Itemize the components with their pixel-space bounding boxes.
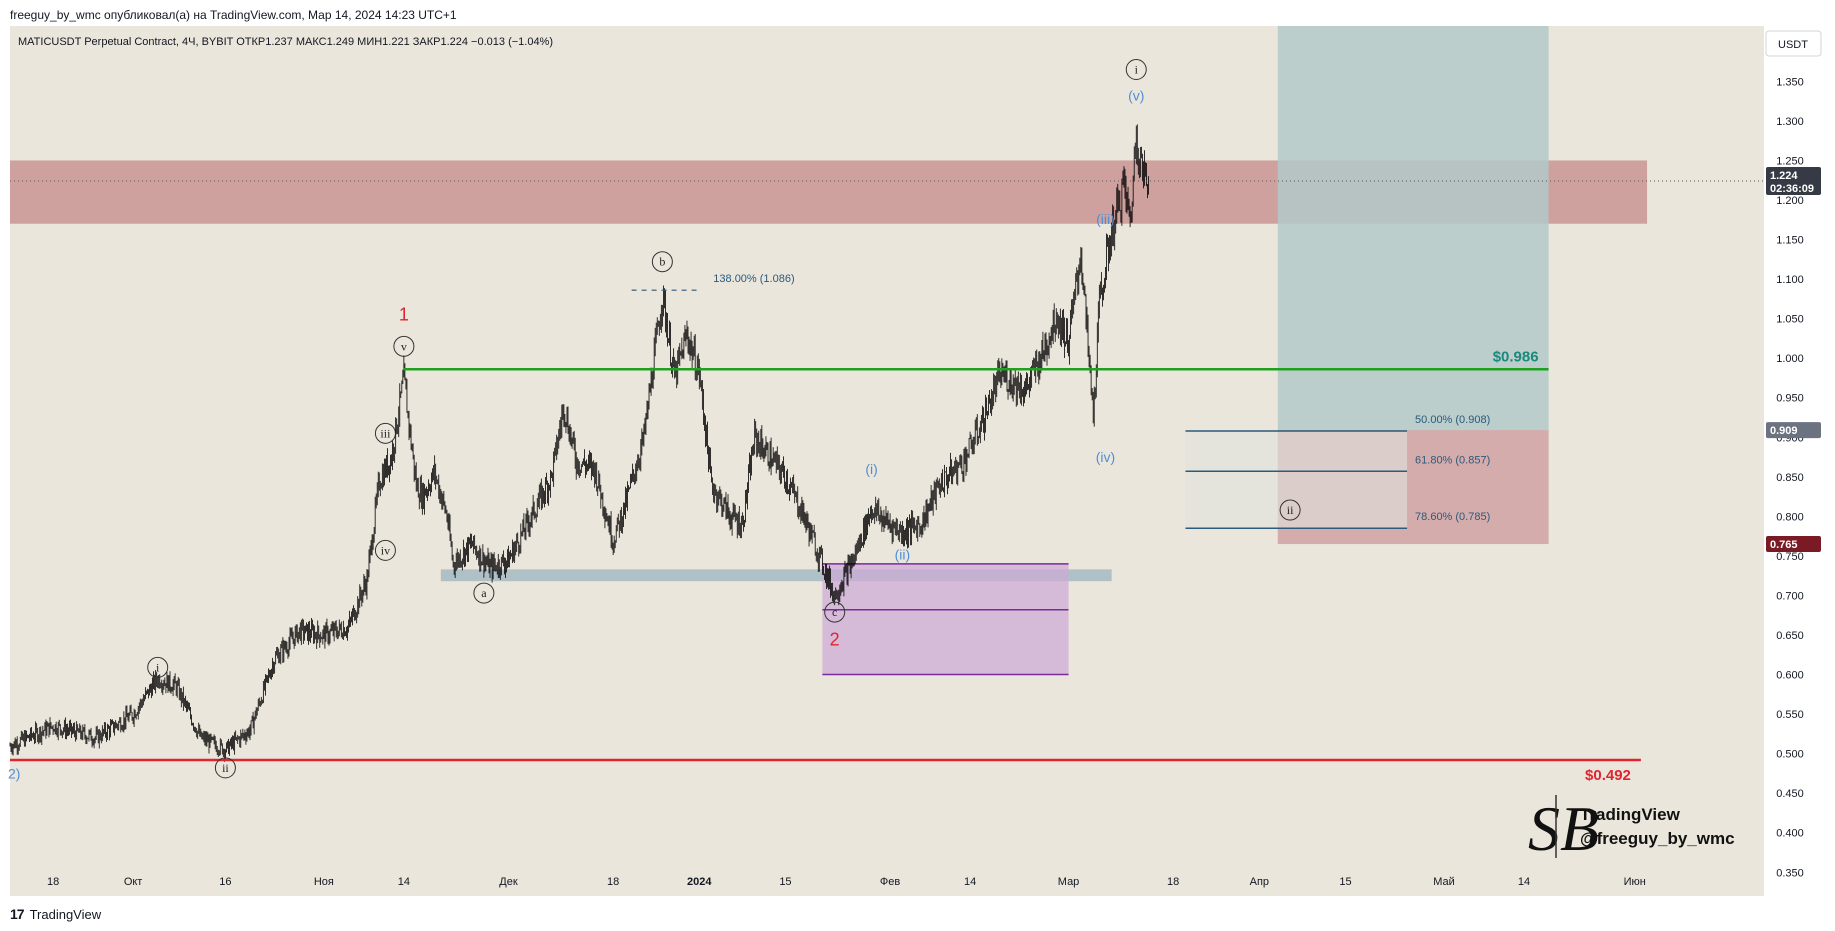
y-tick-label: 0.950 [1776, 393, 1804, 405]
fib-label: 78.60% (0.785) [1415, 511, 1490, 523]
y-tick-label: 0.850 [1776, 472, 1804, 484]
y-tick-label: 0.400 [1776, 828, 1804, 840]
price-badge-0909-text: 0.909 [1770, 425, 1798, 437]
price-badge-0765-text: 0.765 [1770, 539, 1798, 551]
y-tick-label: 1.150 [1776, 235, 1804, 247]
wave-label-circle [473, 582, 495, 604]
x-tick-label: 16 [219, 876, 231, 888]
support-zone [440, 569, 1112, 582]
x-tick-label: 14 [1518, 876, 1530, 888]
y-tick-label: 1.250 [1776, 155, 1804, 167]
x-tick-label: Фев [880, 876, 900, 888]
x-tick-label: 18 [47, 876, 59, 888]
x-tick-label: 2024 [687, 876, 712, 888]
last-price-badge-text: 1.224 [1770, 170, 1798, 182]
wave-label: (iv) [1096, 449, 1115, 465]
y-tick-label: 1.300 [1776, 116, 1804, 128]
x-tick-label: 14 [964, 876, 976, 888]
y-tick-label: 1.050 [1776, 314, 1804, 326]
y-tick-label: 1.100 [1776, 274, 1804, 286]
wave-label-circle [374, 539, 396, 561]
wave-label: 2 [830, 630, 840, 650]
y-tick-label: 0.550 [1776, 709, 1804, 721]
x-tick-label: Мар [1058, 876, 1080, 888]
x-tick-label: Окт [124, 876, 143, 888]
x-tick-label: Май [1433, 876, 1455, 888]
y-tick-label: 0.750 [1776, 551, 1804, 563]
y-tick-label: 0.800 [1776, 511, 1804, 523]
x-tick-label: Апр [1250, 876, 1269, 888]
last-price-badge-text: 02:36:09 [1770, 183, 1814, 195]
publisher-line: freeguy_by_wmc опубликовал(а) на Trading… [10, 8, 457, 22]
footer: 17 TradingView [10, 906, 101, 922]
price-badge-0909 [1766, 422, 1821, 439]
price-badge-0765 [1766, 536, 1821, 553]
fib-extension-label: 138.00% (1.086) [713, 273, 794, 285]
x-tick-label: Июн [1624, 876, 1646, 888]
x-tick-label: 15 [779, 876, 791, 888]
watermark-brand: TradingView [1580, 805, 1681, 824]
wave-label: 1 [399, 304, 409, 324]
wave-label-circle [1125, 59, 1147, 80]
wave-label: iv [381, 543, 390, 557]
currency-button[interactable]: USDT [1765, 30, 1822, 57]
wave-label: i [156, 660, 160, 674]
green-level-label: $0.986 [1493, 348, 1539, 365]
x-tick-label: Дек [499, 876, 518, 888]
y-tick-label: 1.350 [1776, 76, 1804, 88]
wave-label: (v) [1128, 88, 1144, 104]
wave-label: c [832, 605, 837, 619]
wave-label: v [401, 339, 407, 353]
y-tick-label: 0.700 [1776, 590, 1804, 602]
tradingview-logo-icon: 17 [10, 906, 25, 922]
wave-label-circle [824, 601, 846, 623]
wave-label: (ii) [895, 546, 911, 562]
fib-label: 61.80% (0.857) [1415, 454, 1490, 466]
wave-label-circle [651, 251, 673, 273]
watermark-monogram: SB [1528, 793, 1599, 864]
wave-label-circle [1279, 499, 1301, 521]
wave-label: b [659, 255, 665, 269]
y-tick-label: 0.650 [1776, 630, 1804, 642]
ohlc-info: MATICUSDT Perpetual Contract, 4Ч, BYBIT … [18, 36, 553, 48]
wave-label: ii [222, 761, 229, 775]
wave-label-circle [374, 422, 396, 444]
wave-label: a [481, 586, 487, 600]
red-level-label: $0.492 [1585, 767, 1631, 784]
last-price-badge [1766, 167, 1821, 196]
wave-label: ii [1287, 503, 1294, 517]
fib-label: 50.00% (0.908) [1415, 414, 1490, 426]
fib-box [1185, 430, 1408, 529]
wave-label: i [1135, 63, 1139, 77]
x-tick-label: 14 [398, 876, 410, 888]
y-tick-label: 0.450 [1776, 788, 1804, 800]
wave-label-circle [214, 757, 236, 779]
wave-label-circle [147, 656, 169, 678]
x-tick-label: 18 [607, 876, 619, 888]
wave-label: 2) [8, 765, 20, 781]
wave-label-circle [393, 335, 415, 357]
y-tick-label: 1.000 [1776, 353, 1804, 365]
x-tick-label: 18 [1167, 876, 1179, 888]
price-candles [9, 124, 1149, 762]
x-tick-label: 15 [1339, 876, 1351, 888]
currency-label: USDT [1778, 39, 1808, 51]
author-watermark: SB TradingView @freeguy_by_wmc [1528, 793, 1735, 864]
x-tick-label: Ноя [314, 876, 334, 888]
y-tick-label: 0.600 [1776, 670, 1804, 682]
wave-label: iii [380, 426, 391, 440]
footer-brand[interactable]: TradingView [29, 906, 102, 922]
y-tick-label: 1.200 [1776, 195, 1804, 207]
wave-label: (i) [865, 461, 877, 477]
y-tick-label: 0.350 [1776, 867, 1804, 879]
watermark-handle: @freeguy_by_wmc [1580, 829, 1735, 848]
y-tick-label: 0.500 [1776, 749, 1804, 761]
wave-label: (iii) [1096, 211, 1115, 227]
wave-2-box [822, 563, 1069, 675]
